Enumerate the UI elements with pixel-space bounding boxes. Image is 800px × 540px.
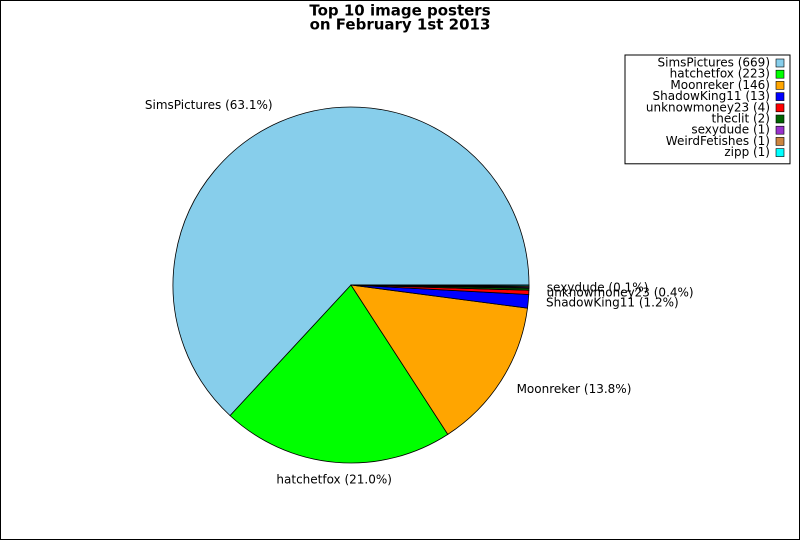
legend-swatch xyxy=(775,103,785,113)
legend-swatch xyxy=(775,137,785,146)
slice-label: Moonreker (13.8%) xyxy=(517,382,632,396)
legend-swatch xyxy=(775,92,785,101)
chart-title: Top 10 image posters xyxy=(309,2,490,20)
legend-label: WeirdFetishes (1) xyxy=(666,134,770,148)
legend-label: unknowmoney23 (4) xyxy=(646,100,770,114)
legend-label: hatchetfox (223) xyxy=(670,67,770,81)
legend-label: sexydude (1) xyxy=(691,123,770,137)
legend-label: SimsPictures (669) xyxy=(658,56,771,70)
slice-label: hatchetfox (21.0%) xyxy=(276,473,392,487)
pie-slice xyxy=(350,284,528,435)
legend-label: ShadowKing11 (13) xyxy=(653,89,771,103)
pie-slice xyxy=(350,284,530,287)
slice-label: sexydude (0.1%) xyxy=(547,280,649,294)
legend-swatch xyxy=(775,81,785,90)
legend-label: Moonreker (146) xyxy=(670,78,770,92)
pie-slice xyxy=(172,106,530,417)
legend-swatch xyxy=(775,69,785,79)
legend-swatch xyxy=(775,58,785,68)
slice-label: ShadowKing11 (1.2%) xyxy=(546,295,679,309)
slice-label: unknowmoney23 (0.4%) xyxy=(547,286,694,300)
legend-swatch xyxy=(775,125,785,135)
legend-label: zipp (1) xyxy=(724,145,770,159)
legend-swatch xyxy=(775,114,785,124)
legend-swatch xyxy=(775,148,785,157)
legend-label: theclit (2) xyxy=(712,112,770,126)
slice-label: SimsPictures (63.1%) xyxy=(145,98,273,112)
legend-box xyxy=(624,54,791,165)
pie-slice xyxy=(229,284,449,464)
chart-title: on February 1st 2013 xyxy=(310,16,491,34)
